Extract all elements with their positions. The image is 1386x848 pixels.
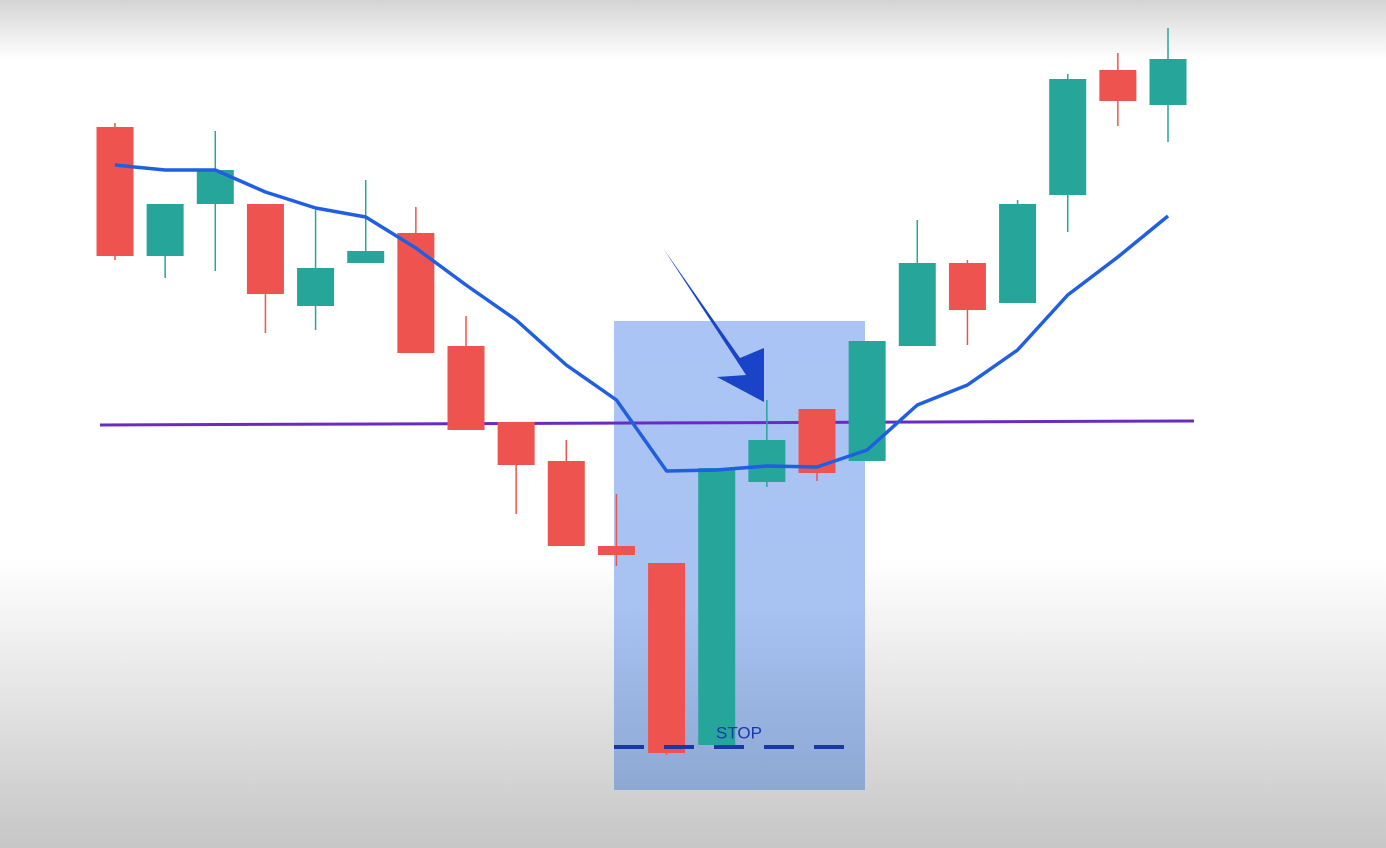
candle-body — [948, 263, 986, 310]
candle-body — [246, 204, 284, 294]
candle-body — [898, 263, 936, 346]
level-line — [99, 419, 1195, 427]
candle-body — [447, 346, 485, 430]
candle-body — [597, 546, 635, 555]
candle-body — [1149, 59, 1187, 105]
candle-body — [397, 233, 435, 353]
arrow — [663, 248, 764, 402]
candle-body — [1049, 79, 1087, 195]
candle-body — [347, 251, 385, 263]
candle-body — [848, 341, 886, 461]
candle-body — [146, 204, 184, 256]
candle-body — [96, 127, 134, 256]
candle-body — [999, 204, 1037, 303]
candle-body — [497, 422, 535, 465]
candle-body — [1099, 70, 1137, 101]
moving-average — [114, 163, 1170, 473]
candle-body — [698, 468, 736, 745]
plot: STOP — [96, 28, 1195, 755]
candle-body — [748, 440, 786, 482]
stop-label: STOP — [716, 723, 762, 742]
candle-body — [297, 268, 335, 306]
candle-body — [648, 563, 686, 753]
candle-body — [547, 461, 585, 546]
